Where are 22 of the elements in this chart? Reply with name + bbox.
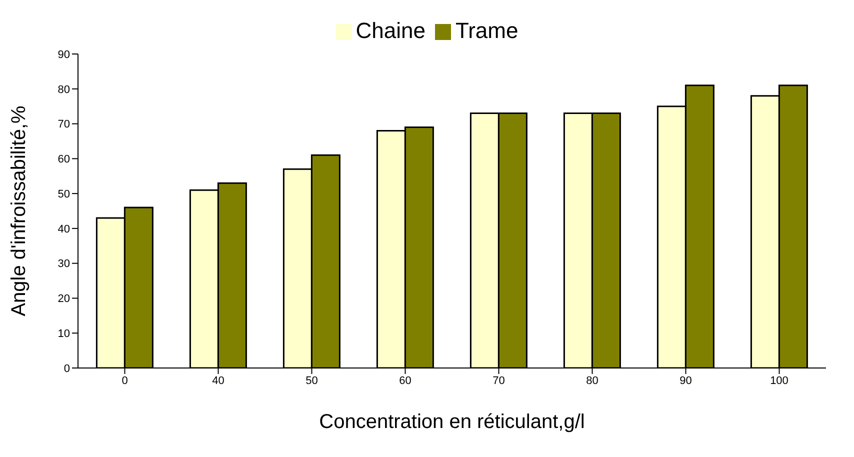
x-tick-label: 0 — [122, 374, 128, 387]
y-tick-label: 10 — [58, 328, 70, 340]
x-tick-label: 80 — [586, 374, 598, 387]
x-axis-title: Concentration en réticulant,g/l — [319, 411, 585, 433]
y-tick-label: 70 — [58, 118, 70, 131]
x-tick-label: 40 — [212, 374, 224, 387]
x-tick-label: 70 — [492, 374, 505, 387]
y-tick-label: 60 — [58, 154, 70, 166]
x-tick-label: 50 — [306, 374, 318, 387]
y-tick-label: 0 — [64, 362, 70, 375]
x-tick-label: 100 — [770, 374, 788, 387]
y-tick-label: 50 — [58, 188, 70, 200]
x-tick-label: 90 — [680, 374, 692, 387]
y-tick-label: 30 — [58, 258, 70, 270]
y-axis-title: Angle d'infroissabilité,% — [8, 105, 30, 316]
y-tick-label: 90 — [58, 48, 70, 61]
y-tick-label: 40 — [58, 223, 70, 236]
x-tick-label: 60 — [399, 374, 412, 387]
legend-label: Chaine — [356, 18, 426, 43]
legend-label: Trame — [455, 18, 518, 43]
y-tick-label: 80 — [58, 84, 70, 96]
y-tick-label: 20 — [58, 293, 70, 306]
